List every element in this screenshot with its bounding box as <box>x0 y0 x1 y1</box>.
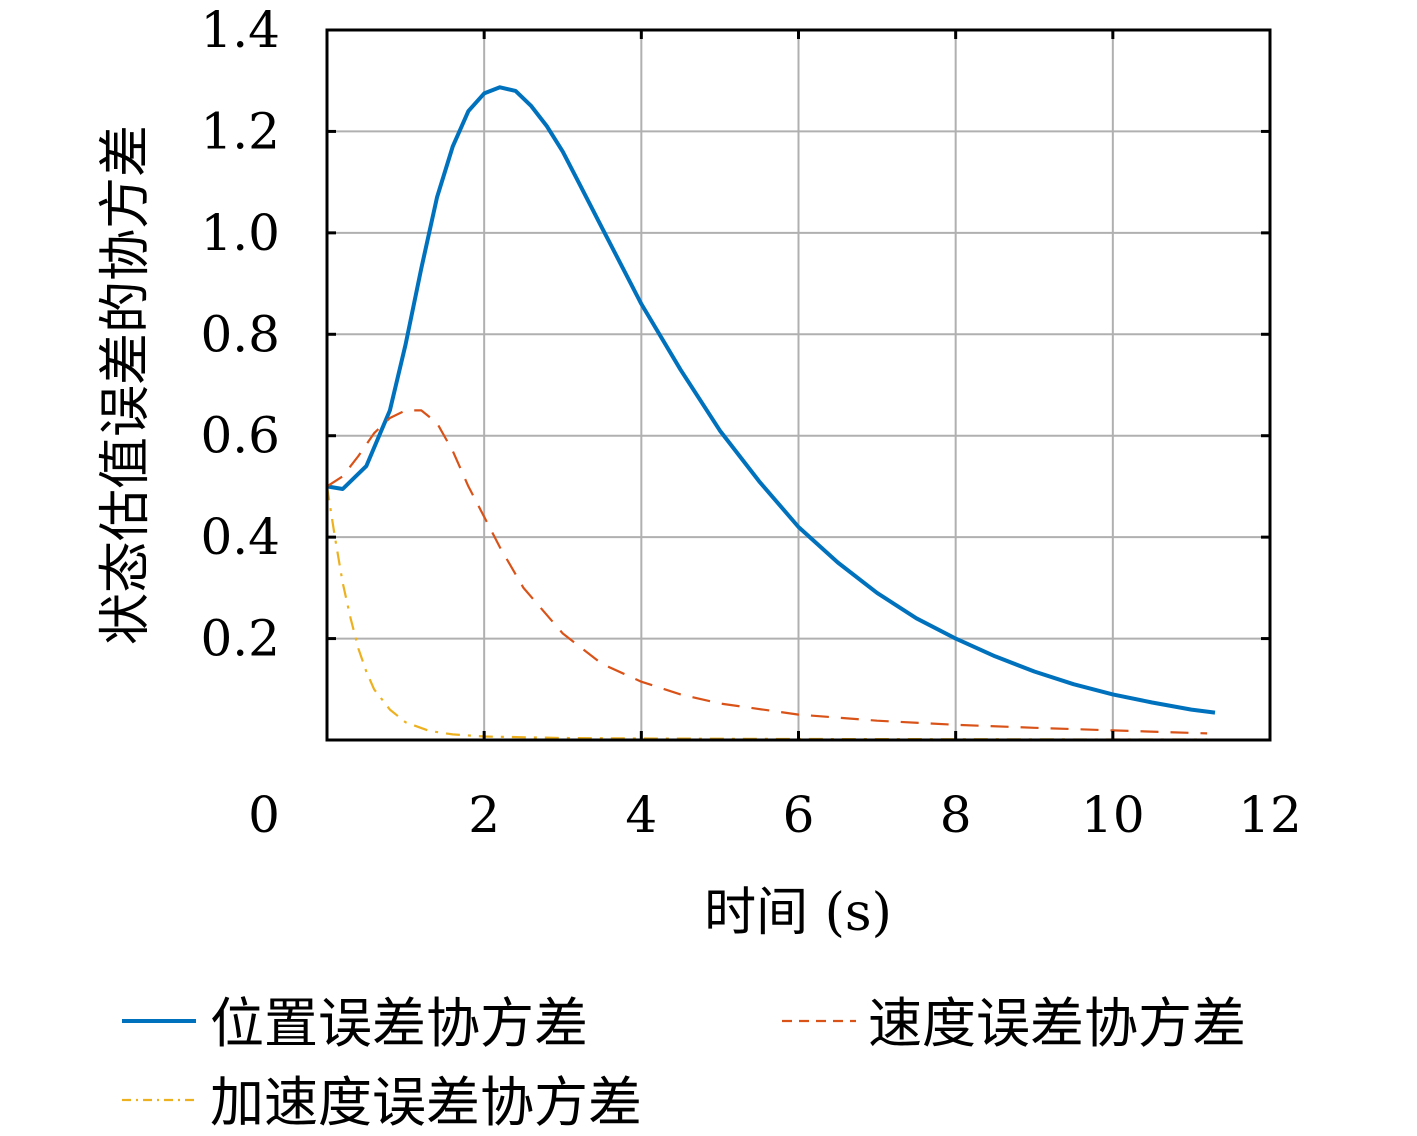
grid <box>327 30 1270 740</box>
y-tick-label-4: 1.0 <box>200 204 280 262</box>
legend-label-position: 位置误差协方差 <box>210 992 588 1055</box>
y-tick-label-3: 0.8 <box>200 305 280 363</box>
x-tick-label-4: 8 <box>940 786 972 844</box>
legend: 位置误差协方差 速度误差协方差 加速度误差协方差 <box>122 992 1246 1134</box>
y-axis-title: 状态估值误差的协方差 <box>96 125 156 645</box>
x-tick-label-6: 12 <box>1238 786 1302 844</box>
x-tick-label-0: 0 <box>248 786 280 844</box>
x-tick-label-2: 4 <box>625 786 657 844</box>
y-tick-label-6: 1.4 <box>200 1 280 59</box>
x-tick-label-3: 6 <box>783 786 815 844</box>
y-tick-label-2: 0.6 <box>200 407 280 465</box>
ticks: 0.2 0.4 0.6 0.8 1.0 1.2 1.4 0 2 4 6 8 10 12 <box>200 1 1301 844</box>
y-tick-label-5: 1.2 <box>200 102 280 160</box>
y-tick-label-0: 0.2 <box>200 610 280 668</box>
x-axis-title: 时间 (s) <box>704 883 892 943</box>
x-tick-label-1: 2 <box>468 786 500 844</box>
series-layer <box>327 87 1215 739</box>
legend-label-acceleration: 加速度误差协方差 <box>210 1071 642 1134</box>
x-tick-label-5: 10 <box>1081 786 1145 844</box>
series-line-0 <box>327 87 1215 712</box>
y-tick-label-1: 0.4 <box>200 508 280 566</box>
series-line-2 <box>327 486 1207 739</box>
legend-label-velocity: 速度误差协方差 <box>868 992 1246 1055</box>
